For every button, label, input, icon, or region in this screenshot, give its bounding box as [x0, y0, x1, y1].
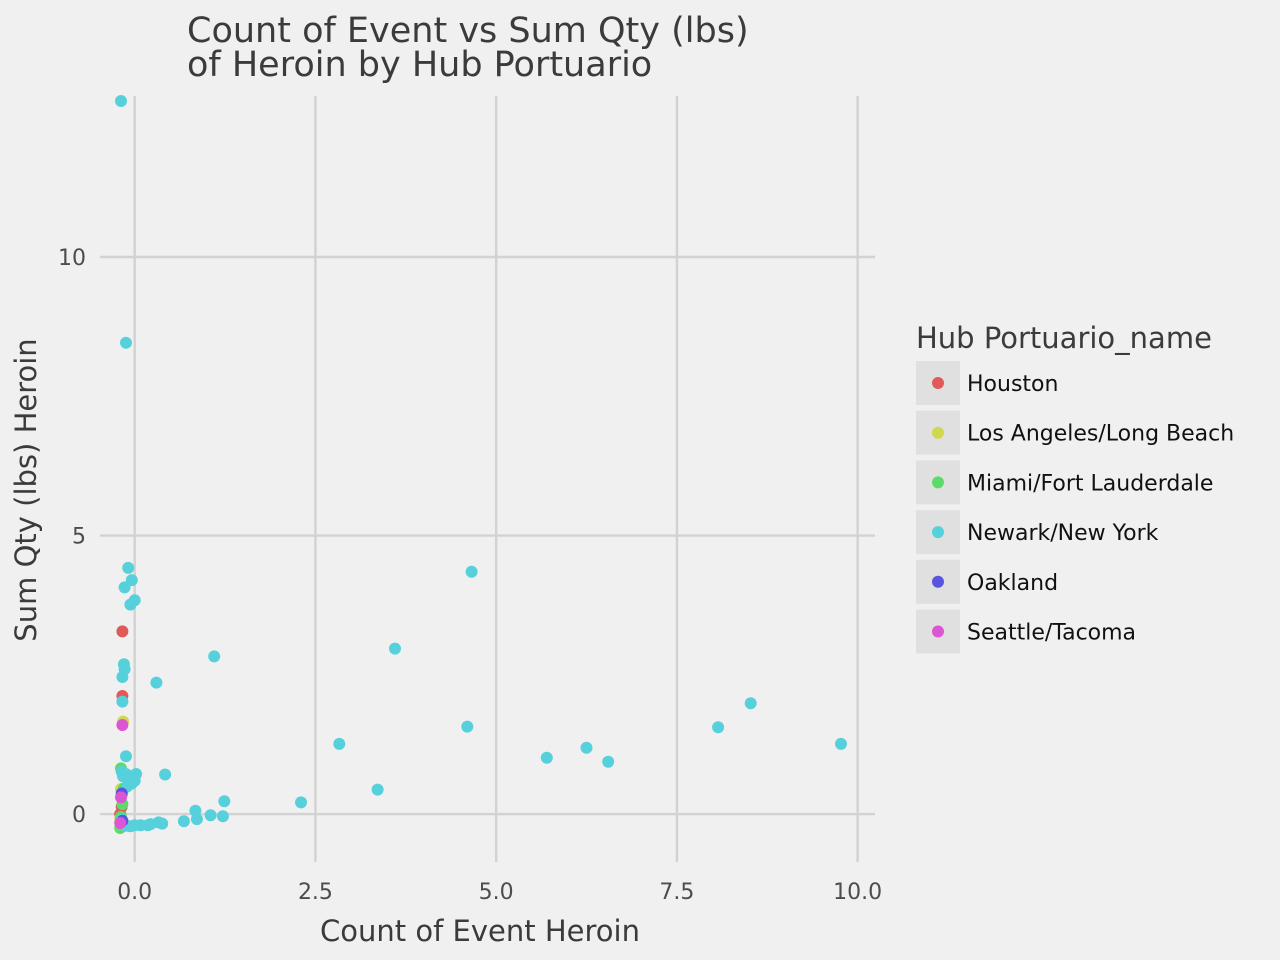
x-tick-label: 7.5: [659, 880, 694, 905]
legend-key-marker: [932, 426, 944, 439]
x-tick-label: 5.0: [479, 880, 514, 905]
legend-label: Miami/Fort Lauderdale: [967, 471, 1213, 496]
data-point: [114, 817, 127, 829]
data-point: [118, 581, 131, 594]
data-point: [125, 574, 138, 587]
y-tick-label: 5: [72, 525, 86, 550]
data-point: [580, 741, 593, 754]
data-point: [333, 737, 346, 750]
data-point: [602, 755, 615, 768]
data-point: [115, 95, 127, 107]
legend-label: Seattle/Tacoma: [967, 621, 1136, 646]
data-point: [465, 565, 478, 578]
legend-key-marker: [932, 625, 944, 638]
data-point: [120, 750, 132, 763]
x-tick-label: 2.5: [298, 880, 333, 905]
chart-title-line-1: Count of Event vs Sum Qty (lbs): [187, 11, 749, 51]
legend: Houston Los Angeles/Long Beach Miami/Fort …: [916, 361, 1234, 654]
x-tick-label: 0.0: [117, 880, 152, 905]
legend-key-marker: [932, 526, 944, 539]
legend-key-marker: [932, 575, 944, 588]
data-point: [712, 721, 725, 734]
data-point: [115, 791, 127, 804]
data-point: [117, 770, 130, 783]
y-tick-label: 0: [72, 803, 86, 828]
tick-labels: 0.0 2.5 5.0 7.5 10.0 0 5 10: [58, 246, 882, 905]
data-point: [295, 796, 307, 809]
data-point: [150, 676, 163, 689]
data-point: [120, 336, 132, 349]
legend-key-marker: [932, 476, 944, 489]
data-point: [744, 697, 757, 710]
data-point: [540, 751, 553, 764]
data-point: [116, 719, 129, 731]
data-point: [461, 720, 474, 733]
y-axis-title: Sum Qty (lbs) Heroin: [9, 338, 43, 641]
x-tick-label: 10.0: [833, 880, 882, 905]
chart-title-line-2: of Heroin by Hub Portuario: [187, 45, 652, 85]
data-point: [216, 810, 229, 823]
grid-lines: [100, 96, 875, 862]
legend-label: Los Angeles/Long Beach: [967, 422, 1234, 447]
data-point: [389, 642, 401, 655]
data-point: [835, 737, 847, 750]
data-point: [124, 598, 137, 611]
legend-label: Newark/New York: [967, 521, 1159, 546]
x-axis-title: Count of Event Heroin: [320, 914, 640, 948]
data-point: [204, 809, 217, 822]
data-point: [190, 813, 203, 826]
data-point: [116, 671, 129, 683]
data-point: [159, 768, 172, 781]
legend-title: Hub Portuario_name: [916, 321, 1212, 355]
data-point: [122, 561, 135, 574]
data-point: [156, 817, 169, 830]
legend-key-marker: [932, 377, 944, 389]
legend-label: Oakland: [967, 571, 1058, 596]
y-tick-label: 10: [58, 246, 86, 271]
data-points: [114, 95, 847, 834]
data-point: [116, 695, 129, 708]
data-point: [218, 795, 231, 808]
legend-label: Houston: [967, 372, 1058, 397]
data-point: [208, 650, 221, 663]
data-point: [116, 625, 129, 638]
data-point: [371, 783, 384, 796]
data-point: [177, 815, 190, 828]
